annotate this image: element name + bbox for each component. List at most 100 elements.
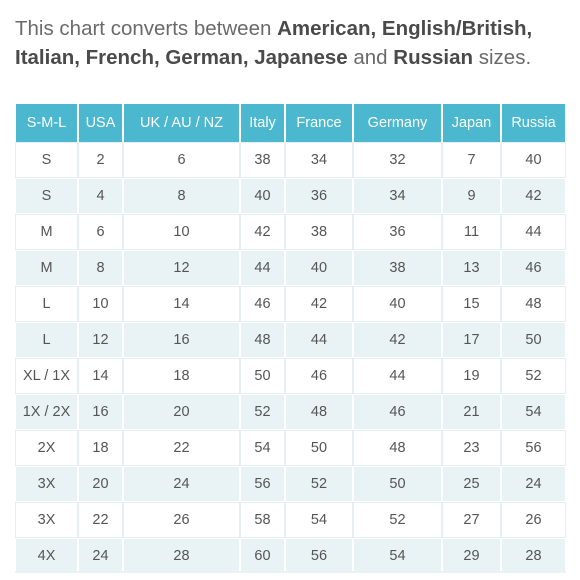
table-cell: 56: [240, 466, 285, 502]
table-cell: 20: [123, 394, 240, 430]
size-conversion-table: S-M-L USA UK / AU / NZ Italy France Germany Ja…: [15, 104, 566, 574]
table-cell: 16: [123, 322, 240, 358]
table-cell: 52: [353, 502, 442, 538]
table-cell: 22: [78, 502, 123, 538]
table-cell: 27: [442, 502, 501, 538]
table-cell: 44: [501, 214, 566, 250]
table-row: 3X 20 24 56 52 50 25 24: [15, 466, 566, 502]
table-cell: 46: [501, 250, 566, 286]
table-cell: 60: [240, 538, 285, 574]
table-row: M 6 10 42 38 36 11 44: [15, 214, 566, 250]
table-row: 3X 22 26 58 54 52 27 26: [15, 502, 566, 538]
table-cell: 28: [123, 538, 240, 574]
table-cell: 54: [240, 430, 285, 466]
table-cell: 58: [240, 502, 285, 538]
table-cell: S: [15, 178, 78, 214]
table-cell: 21: [442, 394, 501, 430]
table-cell: 50: [240, 358, 285, 394]
table-cell: 2X: [15, 430, 78, 466]
column-header: Italy: [240, 104, 285, 142]
table-cell: 50: [353, 466, 442, 502]
table-row: L 12 16 48 44 42 17 50: [15, 322, 566, 358]
table-bottom-border: [15, 571, 566, 573]
table-row: S 2 6 38 34 32 7 40: [15, 142, 566, 178]
table-row: XL / 1X 14 18 50 46 44 19 52: [15, 358, 566, 394]
table-row: 1X / 2X 16 20 52 48 46 21 54: [15, 394, 566, 430]
table-cell: 48: [285, 394, 353, 430]
table-cell: 7: [442, 142, 501, 178]
size-conversion-table-container: S-M-L USA UK / AU / NZ Italy France Germany Ja…: [15, 104, 566, 574]
table-cell: 38: [285, 214, 353, 250]
table-cell: 46: [353, 394, 442, 430]
intro-suffix: sizes.: [473, 46, 532, 69]
table-row: L 10 14 46 42 40 15 48: [15, 286, 566, 322]
table-cell: 25: [442, 466, 501, 502]
intro-text: This chart converts between American, En…: [15, 14, 570, 72]
table-cell: 6: [78, 214, 123, 250]
table-cell: 4X: [15, 538, 78, 574]
table-cell: 42: [240, 214, 285, 250]
table-cell: M: [15, 250, 78, 286]
table-cell: 16: [78, 394, 123, 430]
intro-bold-russian: Russian: [393, 46, 474, 69]
table-cell: 4: [78, 178, 123, 214]
intro-middle: and: [347, 46, 394, 69]
table-cell: 40: [240, 178, 285, 214]
table-cell: 26: [501, 502, 566, 538]
table-cell: 44: [240, 250, 285, 286]
table-cell: 24: [78, 538, 123, 574]
table-cell: 40: [353, 286, 442, 322]
table-row: 4X 24 28 60 56 54 29 28: [15, 538, 566, 574]
table-cell: 24: [501, 466, 566, 502]
table-cell: 9: [442, 178, 501, 214]
table-cell: S: [15, 142, 78, 178]
table-cell: 52: [240, 394, 285, 430]
column-header: USA: [78, 104, 123, 142]
column-header: Germany: [353, 104, 442, 142]
table-cell: 42: [501, 178, 566, 214]
table-cell: 46: [240, 286, 285, 322]
table-cell: 6: [123, 142, 240, 178]
table-cell: L: [15, 322, 78, 358]
table-row: 2X 18 22 54 50 48 23 56: [15, 430, 566, 466]
table-cell: 54: [285, 502, 353, 538]
table-cell: 24: [123, 466, 240, 502]
table-cell: 38: [353, 250, 442, 286]
column-header: Russia: [501, 104, 566, 142]
table-cell: 17: [442, 322, 501, 358]
table-cell: 48: [240, 322, 285, 358]
table-cell: 50: [285, 430, 353, 466]
table-cell: 3X: [15, 466, 78, 502]
table-cell: 14: [78, 358, 123, 394]
table-cell: M: [15, 214, 78, 250]
table-cell: 15: [442, 286, 501, 322]
intro-bold-countries: American, English/British, Italian, Fren…: [15, 17, 533, 69]
table-cell: 11: [442, 214, 501, 250]
column-header: Japan: [442, 104, 501, 142]
table-cell: 54: [353, 538, 442, 574]
table-cell: 52: [285, 466, 353, 502]
column-header: UK / AU / NZ: [123, 104, 240, 142]
table-cell: 29: [442, 538, 501, 574]
table-cell: 44: [353, 358, 442, 394]
table-cell: 32: [353, 142, 442, 178]
table-cell: 19: [442, 358, 501, 394]
table-cell: L: [15, 286, 78, 322]
table-cell: 46: [285, 358, 353, 394]
table-cell: 12: [123, 250, 240, 286]
table-cell: 10: [78, 286, 123, 322]
table-cell: 38: [240, 142, 285, 178]
table-cell: 13: [442, 250, 501, 286]
table-cell: 14: [123, 286, 240, 322]
table-cell: XL / 1X: [15, 358, 78, 394]
column-header: France: [285, 104, 353, 142]
table-cell: 22: [123, 430, 240, 466]
table-cell: 40: [501, 142, 566, 178]
table-cell: 18: [78, 430, 123, 466]
table-cell: 56: [285, 538, 353, 574]
table-cell: 34: [353, 178, 442, 214]
table-cell: 36: [285, 178, 353, 214]
table-cell: 52: [501, 358, 566, 394]
table-cell: 10: [123, 214, 240, 250]
table-cell: 23: [442, 430, 501, 466]
